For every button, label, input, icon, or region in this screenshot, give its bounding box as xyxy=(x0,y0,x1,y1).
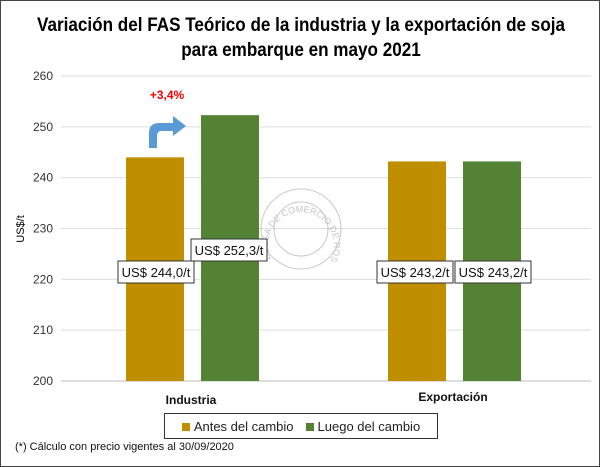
arrow-up-right-icon xyxy=(149,116,186,148)
legend-item-antes: Antes del cambio xyxy=(181,418,294,434)
legend: Antes del cambio Luego del cambio xyxy=(164,413,438,439)
data-label-box xyxy=(117,260,195,284)
footnote: (*) Cálculo con precio vigentes al 30/09… xyxy=(15,441,234,453)
y-tick-label: 230 xyxy=(33,222,53,236)
legend-label: Antes del cambio xyxy=(193,418,294,434)
y-tick-label: 260 xyxy=(33,69,53,83)
category-label: Industria xyxy=(166,393,217,407)
legend-item-luego: Luego del cambio xyxy=(305,418,421,434)
y-tick-label: 250 xyxy=(33,120,53,134)
y-axis-label: US$/t xyxy=(15,215,27,243)
data-label-box xyxy=(454,260,532,284)
data-label: US$ 243,2/t xyxy=(459,265,528,280)
chart-title: Variación del FAS Teórico de la industri… xyxy=(36,15,566,61)
legend-label: Luego del cambio xyxy=(317,418,421,434)
data-label-box xyxy=(190,238,268,262)
y-tick-label: 200 xyxy=(33,374,53,388)
data-label: US$ 252,3/t xyxy=(195,243,264,258)
change-annotation: +3,4% xyxy=(150,88,185,102)
y-tick-label: 220 xyxy=(33,272,53,286)
data-label-box xyxy=(376,260,454,284)
y-tick-label: 240 xyxy=(33,171,53,185)
data-label: US$ 243,2/t xyxy=(381,265,450,280)
category-label: Exportación xyxy=(418,390,487,404)
data-label: US$ 244,0/t xyxy=(122,265,191,280)
y-tick-label: 210 xyxy=(33,323,53,337)
